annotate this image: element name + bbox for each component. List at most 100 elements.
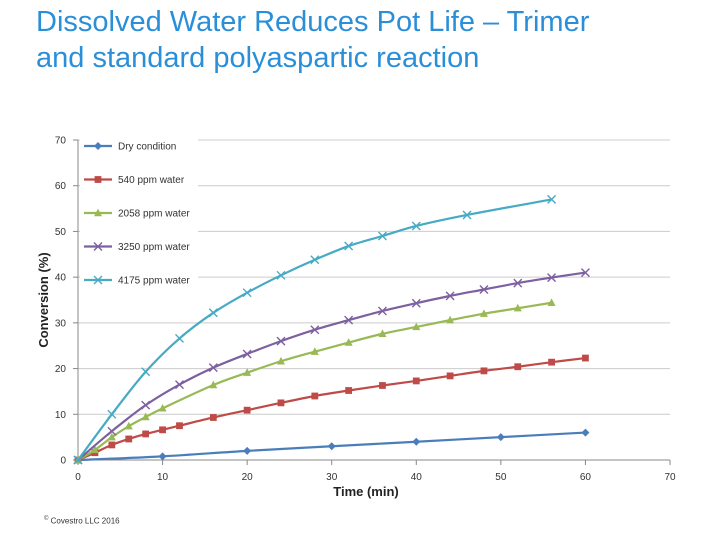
legend-label: 2058 ppm water xyxy=(118,209,190,220)
y-tick-label: 20 xyxy=(55,364,67,375)
data-point xyxy=(107,426,117,436)
data-point xyxy=(412,437,421,446)
legend-entry-4: 4175 ppm water xyxy=(84,276,190,287)
data-point xyxy=(311,392,319,400)
data-point xyxy=(243,368,252,376)
data-point xyxy=(513,278,523,288)
data-point xyxy=(310,347,319,355)
data-point xyxy=(327,442,336,451)
data-point xyxy=(310,325,320,335)
legend-marker xyxy=(94,208,102,217)
data-point xyxy=(513,303,522,312)
copyright-footer: © Covestro LLC 2016 xyxy=(44,516,120,526)
data-point xyxy=(548,358,555,366)
y-tick-label: 70 xyxy=(55,136,67,147)
data-point xyxy=(142,430,150,438)
data-point xyxy=(480,367,488,375)
data-point xyxy=(378,329,387,338)
data-point xyxy=(159,426,166,434)
data-point xyxy=(377,231,387,241)
data-point xyxy=(174,380,184,390)
data-point xyxy=(124,421,133,430)
data-point xyxy=(141,412,150,421)
x-tick-label: 40 xyxy=(411,472,423,483)
data-point xyxy=(276,356,285,365)
data-point xyxy=(242,349,252,359)
data-point xyxy=(108,441,116,449)
y-tick-label: 40 xyxy=(55,273,67,284)
data-point xyxy=(174,333,184,343)
data-point xyxy=(445,291,455,301)
data-point xyxy=(411,298,421,308)
series-4 xyxy=(73,194,557,465)
legend-entry-0: Dry condition xyxy=(84,142,176,153)
data-point xyxy=(344,241,354,251)
data-point xyxy=(412,377,420,385)
x-tick-label: 0 xyxy=(75,472,81,483)
slide-title-line-2: and standard polyaspartic reaction xyxy=(36,42,480,74)
data-point xyxy=(209,380,218,389)
legend-entry-3: 3250 ppm water xyxy=(84,242,190,253)
x-tick-label: 10 xyxy=(157,472,169,483)
y-tick-label: 50 xyxy=(55,227,67,238)
data-point xyxy=(107,409,117,419)
legend-label: 4175 ppm water xyxy=(118,276,190,287)
data-point xyxy=(446,315,455,324)
data-point xyxy=(141,367,151,377)
series-line xyxy=(77,271,586,461)
copyright-mark: © xyxy=(44,516,49,522)
slide-title: Dissolved Water Reduces Pot Life – Trime… xyxy=(36,4,706,76)
data-point xyxy=(208,308,218,318)
legend-entry-1: 540 ppm water xyxy=(84,175,185,186)
y-tick-label: 10 xyxy=(55,410,67,421)
legend-marker xyxy=(93,242,103,251)
data-point xyxy=(158,452,167,461)
copyright-text: Covestro LLC 2016 xyxy=(50,516,120,526)
data-point xyxy=(514,363,522,371)
data-point xyxy=(547,194,557,204)
legend-entry-2: 2058 ppm water xyxy=(84,209,190,220)
data-point xyxy=(582,354,589,362)
data-point xyxy=(446,372,454,380)
y-tick-label: 60 xyxy=(55,181,67,192)
legend-marker xyxy=(94,142,102,150)
data-point xyxy=(242,288,252,298)
data-point xyxy=(581,428,590,437)
data-point xyxy=(209,414,217,421)
data-point xyxy=(243,446,252,455)
data-point xyxy=(345,387,353,394)
data-point xyxy=(547,298,556,306)
series-2 xyxy=(74,298,556,464)
data-point xyxy=(208,363,218,373)
x-axis-title: Time (min) xyxy=(333,484,399,499)
data-point xyxy=(73,455,83,465)
x-tick-label: 20 xyxy=(242,472,254,483)
data-point xyxy=(276,336,286,346)
data-point xyxy=(547,273,557,283)
data-point xyxy=(158,403,167,412)
x-tick-label: 60 xyxy=(580,472,592,483)
data-point xyxy=(176,422,183,430)
data-point xyxy=(344,315,354,325)
legend-marker xyxy=(94,176,102,183)
data-point xyxy=(377,306,387,316)
data-point xyxy=(277,399,285,407)
series-layer xyxy=(73,194,590,465)
y-tick-label: 30 xyxy=(55,318,67,329)
x-tick-label: 30 xyxy=(326,472,338,483)
data-point xyxy=(141,400,151,410)
y-axis-title: Conversion (%) xyxy=(36,252,51,347)
x-tick-label: 50 xyxy=(495,472,507,483)
legend-label: 540 ppm water xyxy=(118,175,185,186)
legend: Dry condition 540 ppm water 2058 ppm water… xyxy=(80,134,198,292)
data-point xyxy=(107,432,116,441)
data-point xyxy=(479,309,488,317)
data-point xyxy=(379,382,386,389)
data-point xyxy=(125,435,133,443)
data-point xyxy=(276,270,286,280)
data-point xyxy=(411,221,421,231)
data-point xyxy=(90,445,99,454)
data-point xyxy=(580,268,590,278)
data-point xyxy=(479,284,489,294)
